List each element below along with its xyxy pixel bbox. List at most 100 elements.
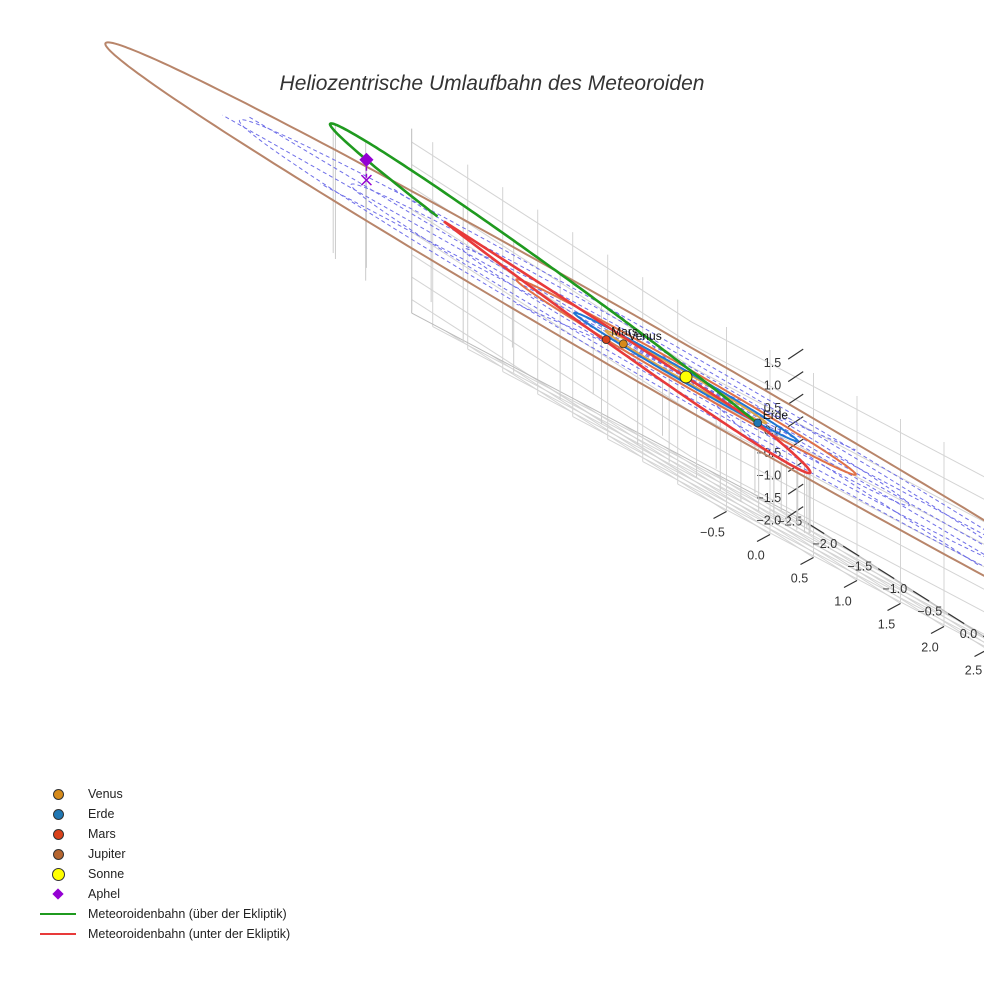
y-tick-label: 1.0 [834, 595, 851, 609]
meteoroid-orbit [328, 122, 812, 475]
grid-line [411, 231, 692, 413]
x-tick-mark [842, 545, 860, 557]
grid-line [537, 393, 930, 602]
chart-title: Heliozentrische Umlaufbahn des Meteoroid… [279, 72, 705, 95]
legend-swatch [38, 804, 78, 824]
aphel-marker [359, 152, 374, 167]
x-tick-label: −2.5 [778, 515, 803, 529]
grid-line [411, 299, 692, 481]
grid-line [607, 438, 984, 639]
grid-line [794, 515, 984, 638]
aphel-projection-x [360, 174, 372, 186]
grid-line [489, 354, 771, 535]
legend-label: Meteoroidenbahn (unter der Ekliptik) [88, 927, 291, 941]
grid-line [411, 164, 692, 346]
planet-orbits [104, 41, 984, 577]
legend-swatch [38, 784, 78, 804]
planet-erde-marker [753, 418, 763, 428]
grid-line [411, 141, 692, 323]
legend-item: Aphel [38, 884, 290, 904]
orbit-jupiter [104, 41, 984, 577]
x-tick-label: −1.5 [848, 560, 873, 574]
y-tick-label: 2.5 [965, 664, 982, 678]
x-tick-label: −0.5 [918, 605, 943, 619]
grid-line [691, 434, 984, 590]
box-edge [411, 312, 804, 521]
grid-line [446, 331, 727, 512]
x-tick-label: 0.0 [960, 627, 977, 641]
meteoroid-orbit-above [328, 122, 757, 423]
legend-swatch [38, 904, 78, 924]
x-tick-mark [807, 523, 825, 535]
meteoroid-orbit-below [443, 220, 812, 475]
z-tick-mark [787, 348, 804, 360]
x-tick-mark [912, 590, 930, 602]
legend-symbol [40, 913, 76, 915]
x-tick-mark [877, 568, 895, 580]
z-tick-mark [787, 393, 804, 405]
y-tick-label: 2.0 [921, 641, 938, 655]
legend-label: Sonne [88, 867, 125, 881]
grid-line [502, 371, 895, 580]
legend-item: Venus [38, 784, 290, 804]
grid-line [691, 456, 984, 613]
planet-venus-label: Venus [628, 329, 661, 343]
axis-ticks: −2.5−2.0−1.5−1.0−0.50.00.51.0−0.50.00.51… [700, 348, 984, 678]
y-tick-mark [887, 602, 901, 612]
z-tick-mark [787, 483, 804, 495]
grid-line [691, 321, 984, 478]
grid-line [707, 469, 984, 648]
legend: Venus Erde Mars Jupiter Sonne Aphel Meteoroide… [38, 784, 290, 944]
legend-symbol [52, 828, 64, 840]
reference-radial [320, 183, 687, 378]
legend-item: Sonne [38, 864, 290, 884]
legend-symbol [52, 788, 64, 800]
x-tick-label: −2.0 [813, 537, 838, 551]
legend-label: Jupiter [88, 847, 126, 861]
grid-line [467, 348, 860, 557]
planet-erde-label: Erde [763, 408, 789, 422]
y-tick-mark [713, 510, 727, 520]
legend-label: Mars [88, 827, 116, 841]
grid-line [411, 254, 692, 436]
grid-line [663, 446, 945, 627]
legend-swatch [38, 924, 78, 944]
z-tick-mark [787, 506, 804, 518]
reference-circle [238, 119, 984, 568]
legend-symbol [52, 848, 64, 860]
y-tick-mark [974, 650, 984, 658]
x-tick-mark [947, 613, 965, 625]
z-tick-label: −2.0 [757, 514, 782, 528]
y-tick-mark [843, 579, 858, 589]
y-tick-mark [800, 556, 814, 566]
z-tick-mark [787, 438, 804, 450]
legend-symbol [52, 808, 64, 820]
sun-marker [679, 370, 693, 384]
legend-swatch [38, 844, 78, 864]
grid-line [677, 483, 984, 647]
grid-line [642, 461, 984, 643]
grid-line [750, 492, 984, 643]
y-tick-label: −0.5 [700, 526, 725, 540]
legend-item: Erde [38, 804, 290, 824]
grid-line [576, 400, 858, 581]
legend-item: Meteoroidenbahn (über der Ekliptik) [38, 904, 290, 924]
y-tick-label: 1.5 [878, 618, 895, 632]
legend-item: Jupiter [38, 844, 290, 864]
y-tick-label: 0.5 [791, 572, 808, 586]
legend-label: Aphel [88, 887, 120, 901]
z-tick-label: −1.5 [757, 491, 782, 505]
axis-grid [411, 128, 984, 648]
legend-item: Meteoroidenbahn (unter der Ekliptik) [38, 924, 290, 944]
y-tick-mark [930, 625, 945, 635]
reference-radial [222, 114, 687, 378]
y-tick-label: 0.0 [747, 549, 764, 563]
planet-mars-marker [601, 335, 611, 345]
grid-line [691, 479, 984, 635]
legend-swatch [38, 864, 78, 884]
grid-line [620, 423, 901, 604]
planet-mars-label: Mars [611, 325, 638, 339]
legend-label: Venus [88, 787, 123, 801]
legend-item: Mars [38, 824, 290, 844]
